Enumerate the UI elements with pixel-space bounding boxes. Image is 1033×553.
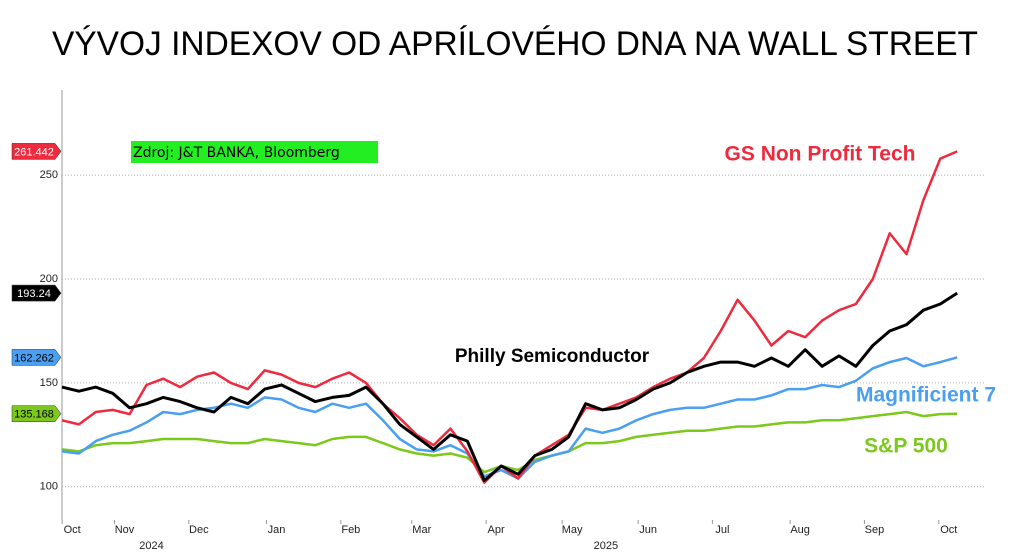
last-value-label: 193.24 (17, 288, 51, 300)
x-tick-label: Mar (412, 524, 431, 536)
y-tick-label: 150 (40, 377, 58, 389)
x-tick-label: Sep (865, 524, 885, 536)
x-tick-label: Jan (268, 524, 286, 536)
x-tick-label: Dec (189, 524, 209, 536)
chart-title: VÝVOJ INDEXOV OD APRÍLOVÉHO DNA NA WALL … (52, 25, 978, 63)
y-tick-label: 250 (40, 169, 58, 181)
series-line (61, 291, 959, 482)
last-value-tag (11, 284, 62, 302)
series-line (61, 150, 958, 484)
x-tick-label: Nov (115, 524, 135, 536)
source-background (131, 141, 378, 163)
last-value-label: 162.262 (14, 352, 54, 364)
x-tick-label: Jun (639, 524, 657, 536)
y-tick-label: 200 (40, 273, 58, 285)
year-label: 2024 (139, 540, 163, 552)
x-tick-label: May (562, 524, 583, 536)
x-tick-label: Oct (940, 524, 957, 536)
series-line (61, 356, 958, 480)
series-label: Magnificient 7 (856, 384, 996, 407)
series-line (61, 410, 958, 474)
last-value-label: 261.442 (14, 146, 54, 158)
series-label: S&P 500 (864, 435, 948, 458)
series-label: GS Non Profit Tech (725, 143, 916, 166)
x-tick-label: Aug (790, 524, 810, 536)
last-value-tag (11, 405, 62, 422)
last-value-tag (11, 143, 62, 160)
x-tick-label: Oct (64, 524, 81, 536)
last-value-label: 135.168 (14, 409, 54, 421)
x-tick-label: Feb (341, 524, 360, 536)
y-tick-label: 100 (40, 481, 58, 493)
x-tick-label: Jul (715, 524, 729, 536)
series-label: Philly Semiconductor (455, 346, 650, 367)
source-note: Zdroj: J&T BANKA, Bloomberg (133, 145, 340, 161)
year-label: 2025 (594, 540, 618, 552)
x-tick-label: Apr (488, 524, 505, 536)
last-value-tag (11, 349, 62, 366)
